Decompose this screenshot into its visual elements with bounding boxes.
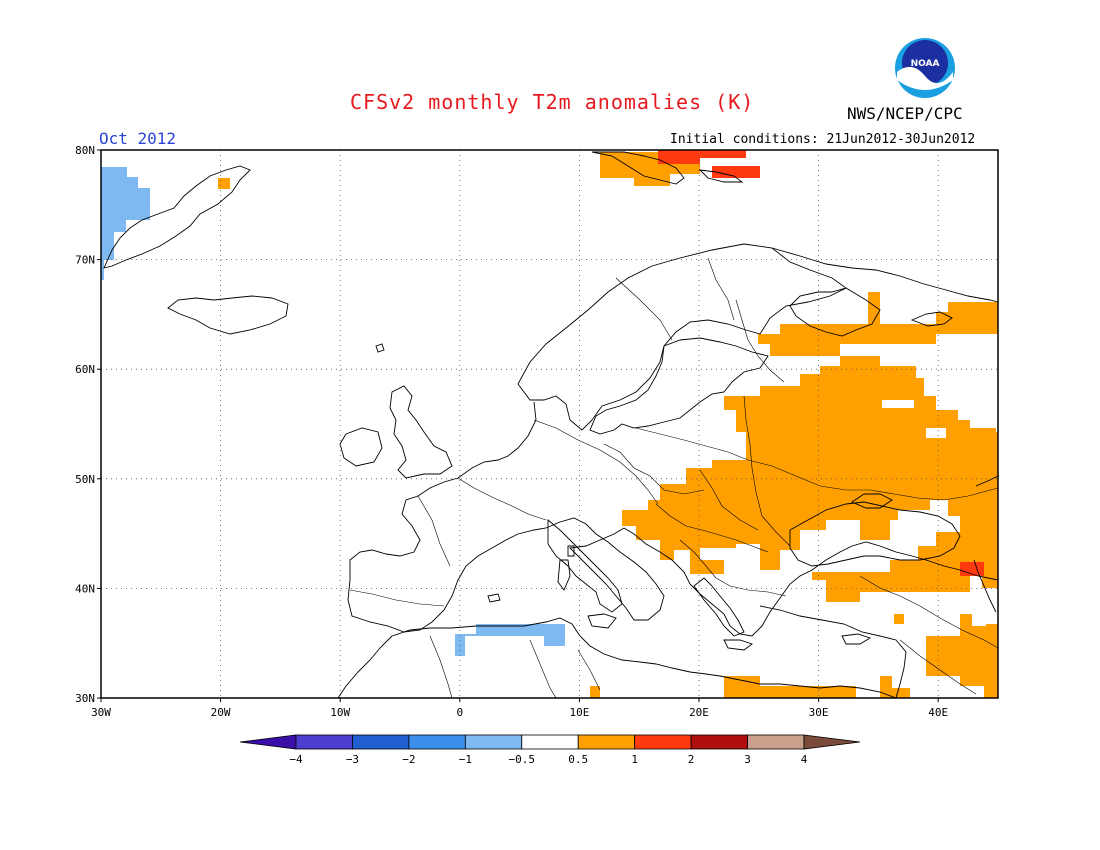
coast-caspian (975, 475, 999, 487)
warm-anomaly-turkey-south (894, 614, 904, 624)
coast-scandinavia (517, 243, 847, 431)
country-borders (349, 257, 999, 699)
lon-tick-label: 10E (569, 706, 589, 719)
coast-svalbard (591, 151, 685, 185)
colorbar-swatch (690, 734, 748, 750)
lon-tick-label: 30E (809, 706, 829, 719)
lat-tick-label: 40N (75, 582, 95, 595)
warm-anomaly-egypt (724, 676, 856, 698)
warm-anomaly-levant (880, 676, 910, 698)
colorbar-swatch (408, 734, 466, 750)
colorbar-swatch (521, 734, 579, 750)
colorbar-label: −4 (289, 753, 303, 766)
initial-conditions-label: Initial conditions: 21Jun2012-30Jun2012 (670, 132, 976, 147)
warm-anomaly-eastern-europe (622, 292, 998, 602)
colorbar-label: −0.5 (509, 753, 536, 766)
coast-turkey-south (759, 605, 907, 699)
coast-north-africa (391, 617, 897, 699)
lon-tick-label: 40E (928, 706, 948, 719)
noaa-logo-icon: NOAA (895, 38, 955, 98)
valid-month-label: Oct 2012 (99, 129, 177, 148)
colorbar-label: 4 (801, 753, 808, 766)
lon-tick-label: 10W (330, 706, 350, 719)
lon-tick-label: 20W (211, 706, 231, 719)
coast-sardinia (557, 559, 571, 591)
warm-anomaly-middle-east (926, 614, 998, 698)
colorbar-label: 3 (744, 753, 751, 766)
coast-great-britain (389, 385, 453, 479)
colorbar-swatch (747, 734, 805, 750)
colorbar-swatch (634, 734, 692, 750)
colorbar-swatch (464, 734, 523, 750)
coast-kola (771, 247, 999, 303)
warm-anomaly-tunisia (590, 686, 600, 698)
coast-baltic (589, 337, 769, 435)
coastlines (103, 151, 999, 699)
colorbar-label: 0.5 (568, 753, 588, 766)
warm-anomaly-svalbard (600, 152, 700, 186)
lat-tick-label: 50N (75, 473, 95, 486)
warm-anomaly-east-greenland (218, 178, 230, 189)
colorbar-max-arrow (803, 734, 861, 750)
lon-tick-label: 30W (91, 706, 111, 719)
strong-warm-svalbard-1 (658, 150, 746, 164)
map-frame (100, 149, 999, 699)
agency-label: NWS/NCEP/CPC (847, 104, 963, 123)
warm-hole-1 (882, 400, 914, 408)
colorbar-swatch (577, 734, 636, 750)
coast-morocco (337, 635, 393, 699)
logo-text: NOAA (911, 59, 940, 69)
colorbar-label: −1 (459, 753, 472, 766)
colorbar-label: 1 (631, 753, 638, 766)
colorbar-swatch (352, 734, 410, 750)
colorbar-label: −2 (402, 753, 415, 766)
lat-tick-label: 30N (75, 692, 95, 705)
lon-tick-label: 20E (689, 706, 709, 719)
coast-black-sea (789, 501, 961, 567)
lat-tick-label: 60N (75, 363, 95, 376)
coast-ireland (339, 427, 383, 467)
cool-anomaly-greenland (101, 167, 150, 280)
colorbar-label: −3 (346, 753, 359, 766)
coast-iceland (167, 295, 289, 335)
map-title: CFSv2 monthly T2m anomalies (K) (350, 90, 755, 114)
anomaly-fields (101, 150, 998, 698)
axis-labels: 30N 40N 50N 60N 70N 80N 30W 20W 10W 0 10E 20E 30E 40E (75, 144, 948, 719)
colorbar-label: 2 (688, 753, 695, 766)
coast-greenland (103, 165, 251, 269)
colorbar-min-arrow (239, 734, 297, 750)
strong-warm-svalbard-2 (712, 166, 760, 178)
lon-tick-label: 0 (456, 706, 463, 719)
cool-anomaly-north-africa (455, 624, 565, 656)
coast-sicily (587, 613, 617, 629)
colorbar-swatch (295, 734, 353, 750)
lat-tick-label: 70N (75, 254, 95, 267)
coast-italy (547, 519, 623, 613)
lat-tick-label: 80N (75, 144, 95, 157)
warm-hole-2 (926, 428, 946, 438)
coast-greece (693, 577, 745, 637)
coast-continental-europe (347, 401, 999, 637)
colorbar: −4 −3 −2 −1 −0.5 0.5 1 2 3 4 (239, 734, 861, 766)
